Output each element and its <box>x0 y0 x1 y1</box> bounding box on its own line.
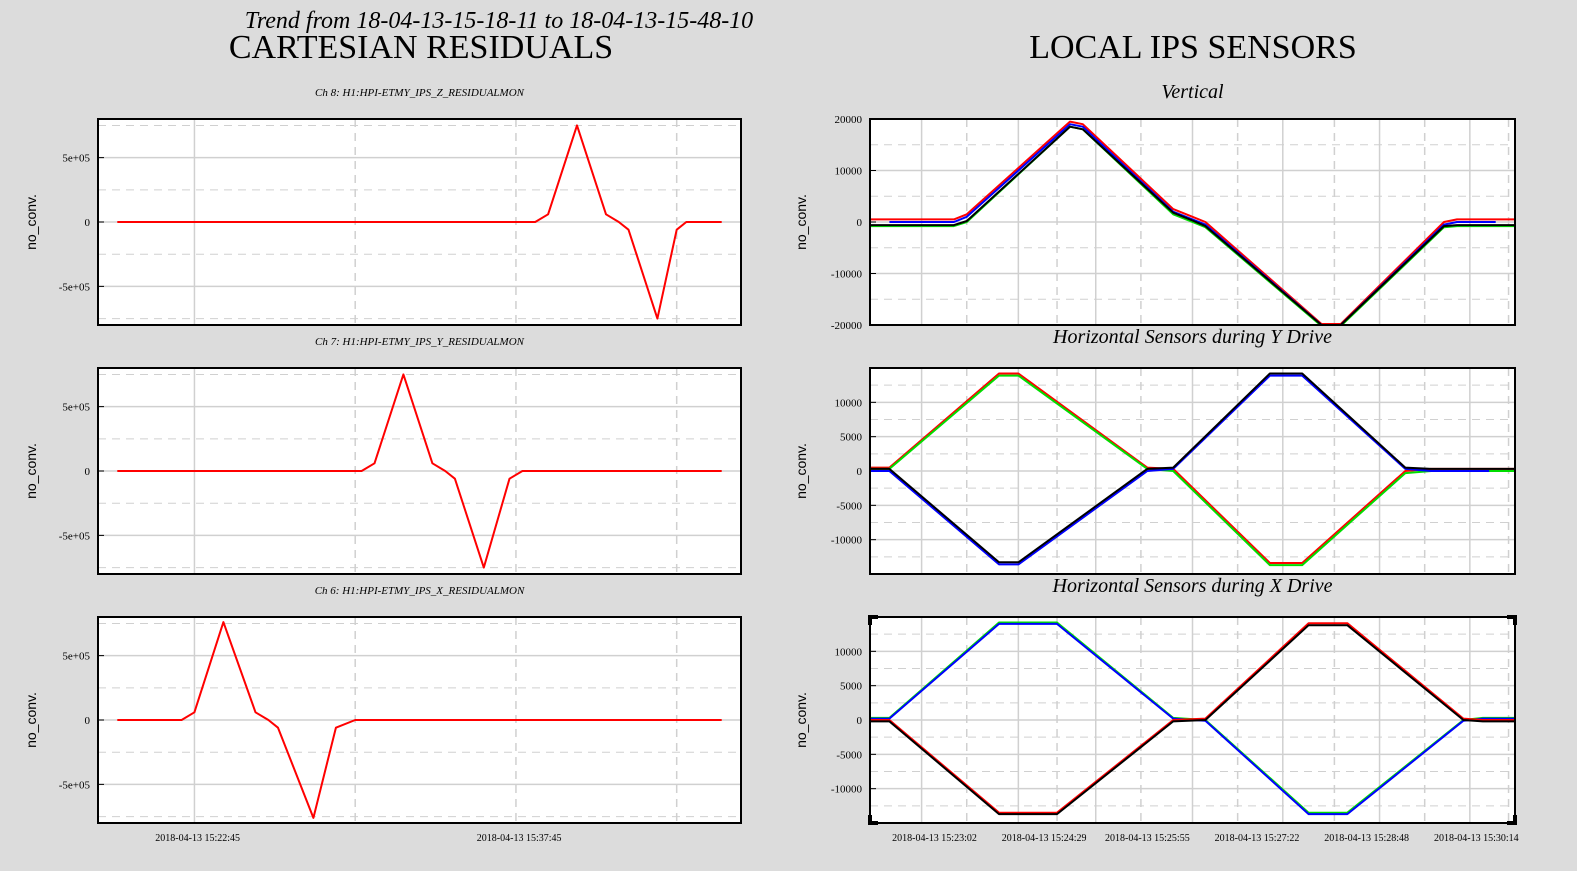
subplot-y_residual: Ch 7: H1:HPI-ETMY_IPS_Y_RESIDUALMON 5e+05… <box>23 336 742 575</box>
series-line-red <box>117 621 722 819</box>
y-tick-label: 0 <box>857 466 863 478</box>
x-tick-label: 2018-04-13 15:25:55 <box>1105 833 1190 844</box>
subplot-title: Ch 8: H1:HPI-ETMY_IPS_Z_RESIDUALMON <box>315 87 525 99</box>
selection-handles <box>868 615 1517 825</box>
series-line-black <box>870 125 1515 325</box>
y-tick-label: 10000 <box>835 646 863 658</box>
series-line-black <box>870 372 1515 564</box>
series-group <box>870 372 1515 567</box>
x-tick-label: 2018-04-13 15:27:22 <box>1215 833 1300 844</box>
series-group <box>117 373 722 569</box>
y-axis-label: no_conv. <box>793 194 809 250</box>
series-line-red <box>870 622 1515 814</box>
y-tick-label: -20000 <box>831 320 863 332</box>
series-line-red <box>117 124 722 320</box>
series-group <box>117 621 722 819</box>
x-tick-label: 2018-04-13 15:28:48 <box>1324 833 1409 844</box>
y-tick-label: -5000 <box>836 500 862 512</box>
series-group <box>117 124 722 320</box>
right-panel-title: LOCAL IPS SENSORS <box>1029 29 1356 66</box>
plot-frame <box>869 616 1516 824</box>
y-tick-label: -10000 <box>831 269 863 281</box>
y-axis-label: no_conv. <box>793 692 809 748</box>
subplot-horizontal_x_drive: Horizontal Sensors during X Drive 10000 50… <box>793 575 1519 844</box>
subplot-title: Horizontal Sensors during X Drive <box>1052 575 1333 597</box>
series-group <box>870 621 1515 816</box>
series-line-black <box>870 624 1515 816</box>
y-tick-label: 0 <box>85 466 91 478</box>
plot-frame <box>97 367 742 575</box>
y-tick-label: 5e+05 <box>62 402 90 414</box>
subplot-horizontal_y_drive: Horizontal Sensors during Y Drive 10000 50… <box>793 326 1516 575</box>
y-tick-label: -5000 <box>836 749 862 761</box>
series-line-blue <box>889 123 1496 325</box>
series-line-blue <box>870 374 1490 566</box>
y-tick-label: 0 <box>857 217 863 229</box>
selection-corner <box>1507 815 1517 825</box>
subplot-vertical: Vertical 20000 10000 0 -10000 -20000 no_conv. <box>793 81 1516 332</box>
series-line-red <box>870 120 1515 325</box>
x-tick-label: 2018-04-13 15:24:29 <box>1002 833 1087 844</box>
plot-frame <box>869 367 1516 575</box>
series-line-green <box>870 374 1515 567</box>
y-axis-label: no_conv. <box>23 692 39 748</box>
y-tick-label: 0 <box>85 217 91 229</box>
y-tick-label: 5e+05 <box>62 651 90 663</box>
y-tick-label: -10000 <box>831 535 863 547</box>
trend-title: Trend from 18-04-13-15-18-11 to 18-04-13… <box>245 8 753 34</box>
subplot-title: Horizontal Sensors during Y Drive <box>1052 326 1332 348</box>
selection-corner <box>868 615 878 625</box>
y-axis-label: no_conv. <box>23 194 39 250</box>
subplot-title: Ch 7: H1:HPI-ETMY_IPS_Y_RESIDUALMON <box>315 336 525 348</box>
y-tick-label: 5000 <box>840 432 863 444</box>
subplot-title: Ch 6: H1:HPI-ETMY_IPS_X_RESIDUALMON <box>315 585 525 597</box>
selection-corner <box>1507 615 1517 625</box>
x-tick-label: 2018-04-13 15:37:45 <box>477 833 562 844</box>
x-tick-label: 2018-04-13 15:23:02 <box>892 833 977 844</box>
plot-frame <box>97 118 742 326</box>
y-axis-label: no_conv. <box>23 443 39 499</box>
x-tick-label: 2018-04-13 15:22:45 <box>155 833 240 844</box>
y-axis-label: no_conv. <box>793 443 809 499</box>
y-tick-label: 5000 <box>840 681 863 693</box>
y-tick-label: 10000 <box>835 397 863 409</box>
y-tick-label: -5e+05 <box>59 530 91 542</box>
series-group <box>870 120 1515 325</box>
subplot-title: Vertical <box>1161 81 1224 103</box>
left-panel-title: CARTESIAN RESIDUALS <box>229 29 613 66</box>
subplot-z_residual: Ch 8: H1:HPI-ETMY_IPS_Z_RESIDUALMON 5e+05… <box>23 87 742 326</box>
plots-container: Ch 8: H1:HPI-ETMY_IPS_Z_RESIDUALMON 5e+05… <box>23 81 1519 844</box>
y-tick-label: -10000 <box>831 784 863 796</box>
y-tick-label: 5e+05 <box>62 153 90 165</box>
y-tick-label: -5e+05 <box>59 779 91 791</box>
selection-corner <box>868 815 878 825</box>
y-tick-label: 0 <box>85 715 91 727</box>
y-tick-label: 10000 <box>835 166 863 178</box>
y-tick-label: 20000 <box>835 114 863 126</box>
y-tick-label: 0 <box>857 715 863 727</box>
plot-frame <box>869 118 1516 326</box>
plot-frame <box>97 616 742 824</box>
y-tick-label: -5e+05 <box>59 281 91 293</box>
subplot-x_residual: Ch 6: H1:HPI-ETMY_IPS_X_RESIDUALMON 5e+05… <box>23 585 742 844</box>
x-tick-label: 2018-04-13 15:30:14 <box>1434 833 1519 844</box>
series-line-red <box>117 373 722 569</box>
